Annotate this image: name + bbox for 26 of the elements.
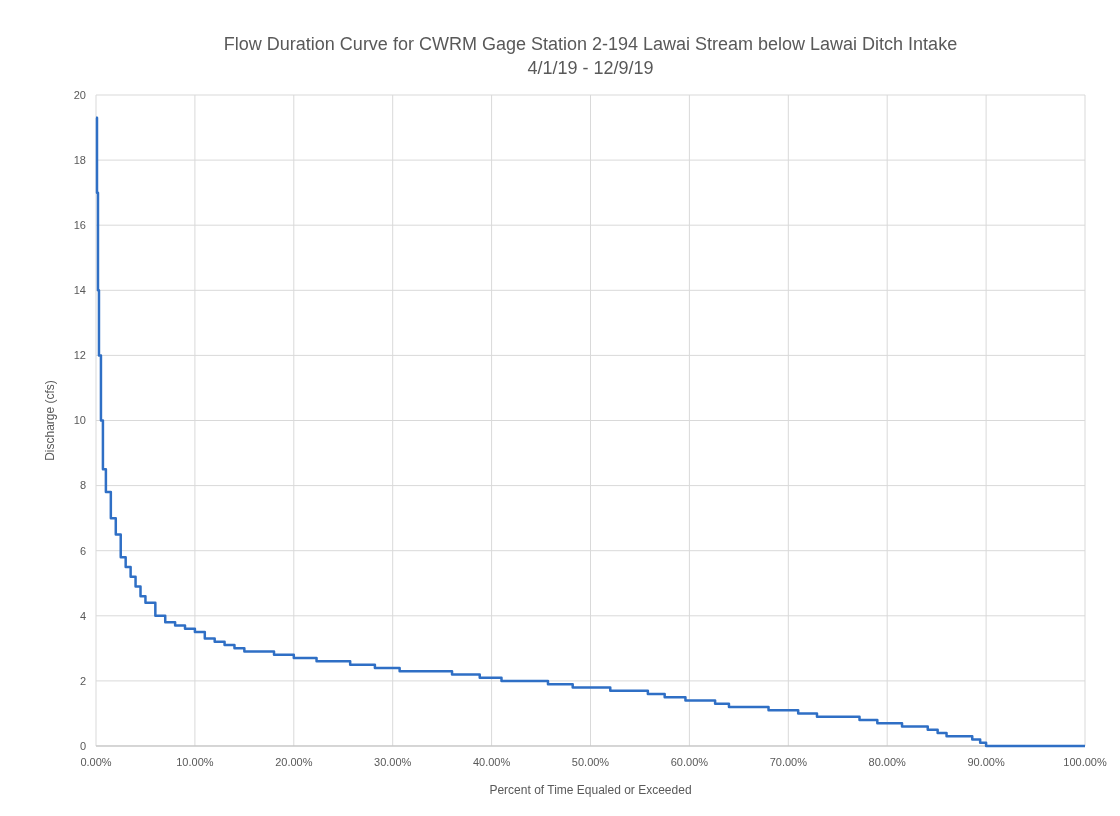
y-axis-title: Discharge (cfs) [43,380,57,461]
x-tick-label: 40.00% [472,756,511,768]
y-tick-label: 18 [73,153,86,166]
x-axis-title: Percent of Time Equaled or Exceeded [489,783,692,797]
y-tick-label: 4 [79,609,86,622]
x-tick-label: 20.00% [275,756,313,768]
x-tick-label: 10.00% [176,756,214,768]
x-tick-label: 70.00% [769,756,808,768]
y-tick-label: 20 [73,88,86,101]
y-tick-label: 8 [79,479,86,492]
x-tick-label: 80.00% [868,756,907,768]
y-tick-label: 10 [73,414,86,427]
y-tick-label: 2 [79,674,86,687]
x-tick-label: 50.00% [571,756,610,768]
x-tick-label: 60.00% [670,756,709,768]
y-tick-label: 12 [73,349,86,362]
y-tick-label: 16 [73,219,86,232]
x-tick-label: 30.00% [374,756,412,768]
y-tick-label: 0 [79,739,86,752]
chart-title: Flow Duration Curve for CWRM Gage Station 2-194 Lawai Stream below Lawai Ditch Intake [223,34,958,54]
x-tick-label: 0.00% [80,756,112,768]
x-tick-label: 90.00% [967,756,1005,768]
y-tick-label: 14 [73,284,86,297]
chart-subtitle: 4/1/19 - 12/9/19 [527,58,654,78]
x-tick-label: 100.00% [1063,756,1107,768]
y-tick-label: 6 [79,544,86,557]
